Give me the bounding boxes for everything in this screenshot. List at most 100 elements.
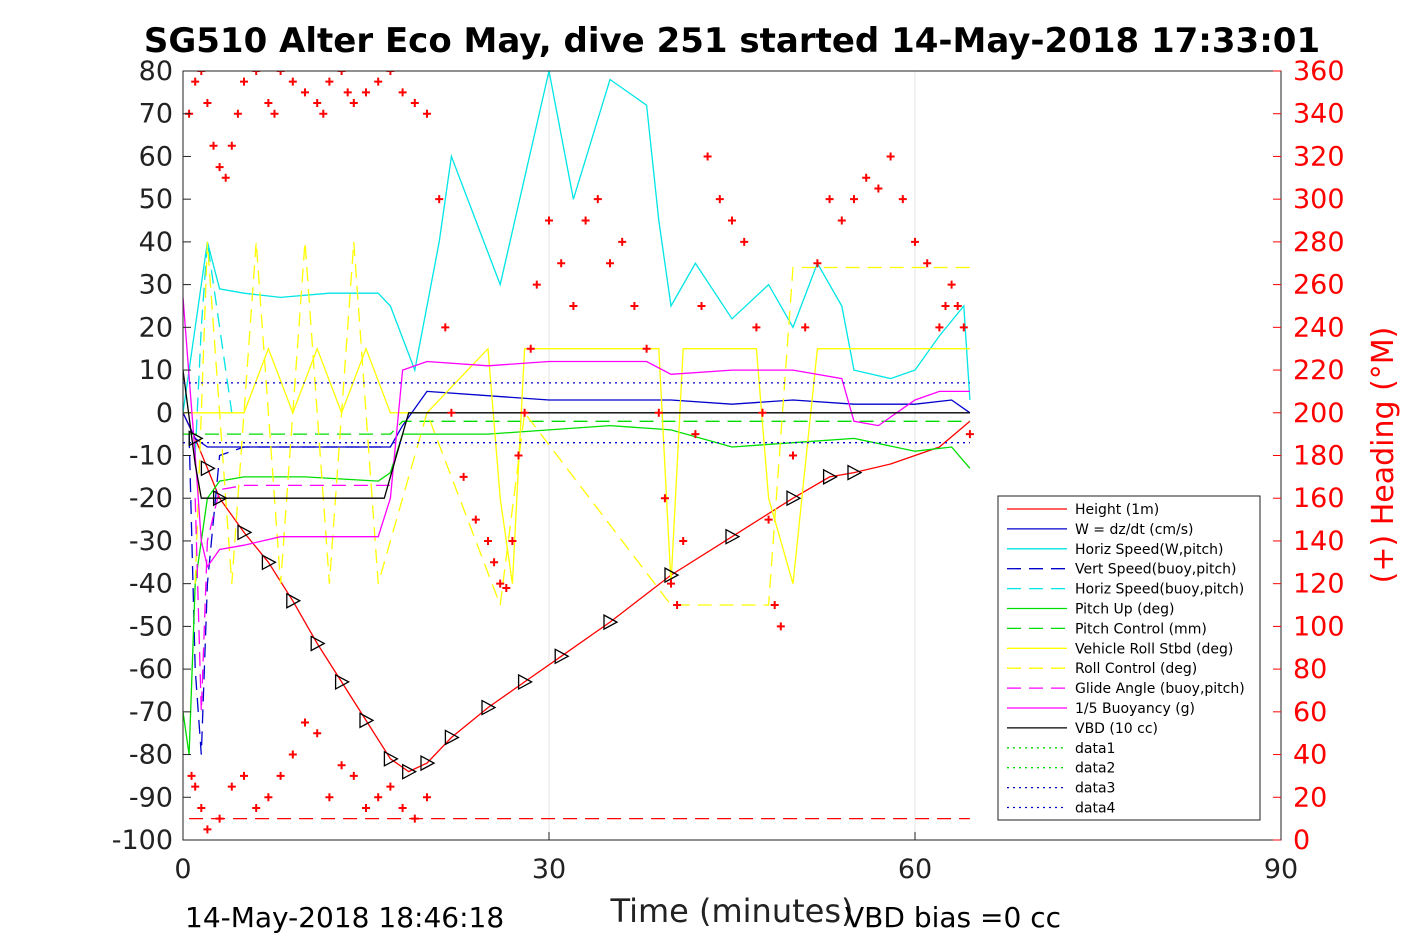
- height-marker-14: [481, 699, 497, 716]
- y-right-tick-label-0: 360: [1293, 56, 1345, 87]
- heading-point-44: [569, 301, 578, 310]
- heading-point-3: [203, 99, 212, 108]
- y-left-tick-label-18: -100: [112, 825, 173, 856]
- heading-point-93: [264, 793, 273, 802]
- heading-point-1: [191, 77, 200, 86]
- heading-point-54: [673, 601, 682, 610]
- heading-point-99: [337, 761, 346, 770]
- heading-point-106: [423, 793, 431, 802]
- heading-point-95: [288, 750, 297, 759]
- series-line-8: [194, 241, 970, 606]
- heading-point-67: [789, 451, 797, 460]
- heading-point-98: [325, 793, 334, 802]
- heading-point-52: [660, 494, 669, 503]
- x-tick-label-1: 30: [532, 854, 566, 885]
- heading-point-84: [965, 430, 974, 439]
- height-marker-1: [188, 430, 204, 447]
- height-marker-22: [847, 464, 863, 481]
- y-left-tick-label-17: -90: [129, 782, 173, 813]
- heading-point-100: [349, 771, 358, 780]
- height-marker-21: [822, 468, 838, 485]
- height-marker-6: [286, 592, 302, 609]
- heading-point-81: [947, 280, 956, 289]
- y-left-tick-label-0: 80: [139, 56, 173, 87]
- y-left-tick-label-9: -10: [129, 441, 173, 472]
- height-marker-2: [200, 460, 216, 477]
- series-line-1: [183, 390, 971, 448]
- x-tick-label-2: 60: [898, 854, 932, 885]
- y-left-tick-label-5: 30: [139, 270, 173, 301]
- heading-point-45: [581, 216, 590, 225]
- heading-point-88: [203, 825, 212, 834]
- y-left-tick-label-14: -60: [129, 654, 173, 685]
- y-right-tick-label-5: 260: [1293, 270, 1345, 301]
- legend-label-4: Horiz Speed(buoy,pitch): [1075, 582, 1244, 598]
- series-line-11: [183, 370, 970, 499]
- heading-point-64: [764, 515, 773, 524]
- heading-point-35: [496, 579, 505, 588]
- y-left-tick-label-13: -50: [129, 611, 173, 642]
- y-left-tick-label-10: -20: [129, 483, 173, 514]
- y-left-tick-label-3: 50: [139, 184, 173, 215]
- legend-label-8: Roll Control (deg): [1075, 661, 1197, 677]
- heading-point-70: [825, 195, 834, 204]
- heading-point-41: [532, 280, 541, 289]
- heading-point-22: [362, 88, 370, 97]
- y-right-tick-label-9: 180: [1293, 441, 1345, 472]
- y-left-tick-label-7: 10: [139, 355, 173, 386]
- height-marker-10: [383, 750, 399, 767]
- height-marker-5: [261, 554, 277, 571]
- heading-point-28: [435, 195, 444, 204]
- heading-point-85: [187, 771, 196, 780]
- series-line-3: [188, 434, 391, 755]
- heading-point-97: [313, 729, 322, 738]
- y-left-tick-label-4: 40: [139, 227, 173, 258]
- height-marker-9: [359, 712, 375, 729]
- heading-point-4: [209, 141, 218, 150]
- heading-point-73: [862, 173, 871, 182]
- legend-label-7: Vehicle Roll Stbd (deg): [1075, 641, 1233, 657]
- y-right-tick-label-10: 160: [1293, 483, 1345, 514]
- heading-point-53: [667, 579, 675, 588]
- height-marker-13: [444, 729, 460, 746]
- series-line-5: [183, 424, 971, 755]
- series-line-9: [194, 484, 391, 712]
- heading-point-24: [386, 71, 395, 75]
- heading-point-71: [837, 216, 846, 225]
- series-line-10: [183, 297, 970, 569]
- heading-point-90: [227, 782, 236, 791]
- heading-point-59: [715, 195, 724, 204]
- height-marker-4: [237, 524, 253, 541]
- heading-point-5: [215, 163, 224, 172]
- heading-point-32: [471, 515, 480, 524]
- y-right-tick-label-15: 60: [1293, 697, 1327, 728]
- heading-point-76: [898, 195, 907, 204]
- heading-point-80: [941, 301, 950, 310]
- heading-point-57: [697, 301, 706, 310]
- heading-point-42: [545, 216, 553, 225]
- heading-point-86: [191, 782, 200, 791]
- chart-title: SG510 Alter Eco May, dive 251 started 14…: [144, 21, 1320, 61]
- height-marker-17: [603, 614, 619, 631]
- y-right-tick-label-3: 300: [1293, 184, 1345, 215]
- height-marker-3: [212, 490, 228, 507]
- height-marker-16: [554, 648, 570, 665]
- legend-label-15: data4: [1075, 801, 1116, 817]
- x-axis: 0 30 60 90: [174, 832, 1298, 885]
- heading-point-25: [398, 88, 407, 97]
- y-left-tick-label-1: 70: [139, 99, 173, 130]
- heading-point-17: [319, 109, 328, 118]
- heading-point-26: [410, 99, 419, 108]
- heading-point-7: [227, 141, 236, 150]
- heading-point-37: [508, 536, 517, 545]
- heading-point-87: [197, 803, 206, 812]
- heading-point-47: [606, 259, 614, 268]
- height-marker-11: [402, 763, 418, 780]
- y-right-tick-label-14: 80: [1293, 654, 1327, 685]
- heading-point-12: [270, 109, 279, 118]
- y-axis-right-label: (+) Heading (°M): [1366, 327, 1401, 584]
- y-right-tick-label-16: 40: [1293, 740, 1327, 771]
- heading-point-29: [441, 323, 450, 332]
- heading-point-33: [484, 536, 492, 545]
